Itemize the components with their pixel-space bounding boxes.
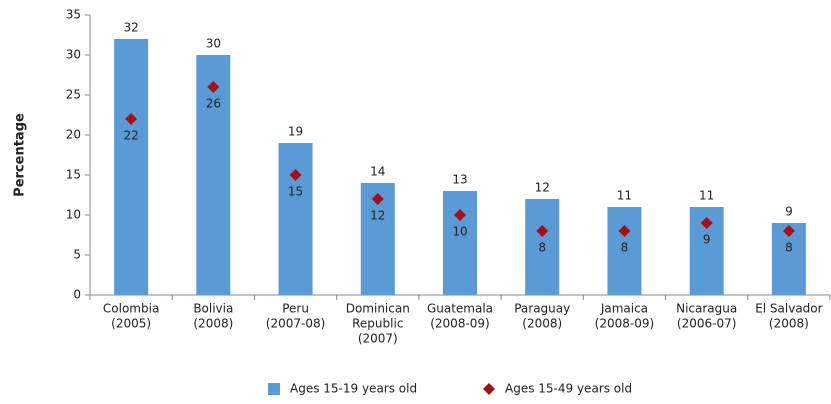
y-tick-label: 15	[66, 168, 81, 182]
x-tick-label: Dominican	[346, 302, 410, 316]
marker	[371, 193, 384, 205]
y-tick-label: 0	[73, 288, 81, 302]
x-tick-label: (2006-07)	[677, 317, 737, 331]
data-label: 11	[617, 189, 632, 203]
data-label: 15	[288, 185, 303, 199]
x-tick-label: (2007-08)	[266, 317, 326, 331]
bar	[278, 143, 313, 295]
marker	[483, 383, 495, 395]
marker	[782, 225, 795, 237]
legend-label: Ages 15-19 years old	[290, 382, 417, 396]
bar	[443, 191, 477, 295]
marker	[700, 217, 713, 229]
y-axis-label: Percentage	[13, 113, 28, 197]
data-label: 22	[123, 129, 138, 143]
x-tick-label: Jamaica	[600, 302, 648, 316]
x-tick-label: Nicaragua	[676, 302, 737, 316]
x-tick-label: Republic	[352, 317, 403, 331]
x-tick-label: (2008)	[193, 317, 233, 331]
data-label: 32	[123, 21, 138, 35]
x-tick-label: (2005)	[111, 317, 151, 331]
x-tick-label: Peru	[282, 302, 309, 316]
marker	[207, 81, 220, 93]
marker	[125, 113, 138, 125]
data-label: 8	[621, 241, 629, 255]
legend-swatch	[268, 383, 280, 395]
x-tick-label: Guatemala	[427, 302, 493, 316]
data-label: 14	[370, 165, 385, 179]
x-tick-label: (2007)	[358, 332, 398, 346]
data-label: 10	[452, 225, 467, 239]
legend-label: Ages 15-49 years old	[505, 382, 632, 396]
y-tick-label: 35	[66, 8, 81, 22]
data-label: 9	[703, 233, 711, 247]
y-tick-label: 25	[66, 88, 81, 102]
data-label: 26	[206, 97, 221, 111]
bar	[196, 55, 231, 295]
marker	[289, 169, 302, 181]
marker	[536, 225, 549, 237]
data-label: 19	[288, 125, 303, 139]
x-tick-label: Bolivia	[193, 302, 233, 316]
x-tick-label: (2008-09)	[595, 317, 655, 331]
data-label: 11	[699, 189, 714, 203]
y-tick-label: 10	[66, 208, 81, 222]
x-tick-label: (2008-09)	[430, 317, 490, 331]
marker	[454, 209, 466, 221]
data-label: 12	[370, 209, 385, 223]
data-label: 12	[535, 181, 550, 195]
data-label: 9	[785, 205, 793, 219]
x-tick-label: (2008)	[769, 317, 809, 331]
bar	[607, 207, 642, 295]
data-label: 30	[206, 37, 221, 51]
y-tick-label: 30	[66, 48, 81, 62]
x-tick-label: (2008)	[522, 317, 562, 331]
y-tick-label: 20	[66, 128, 81, 142]
x-tick-label: Colombia	[103, 302, 159, 316]
bar	[114, 39, 149, 295]
marker	[618, 225, 631, 237]
y-tick-label: 5	[73, 248, 81, 262]
bar	[525, 199, 560, 295]
data-label: 8	[785, 241, 793, 255]
data-label: 8	[538, 241, 546, 255]
x-tick-label: El Salvador	[755, 302, 822, 316]
data-label: 13	[452, 173, 467, 187]
x-tick-label: Paraguay	[514, 302, 570, 316]
